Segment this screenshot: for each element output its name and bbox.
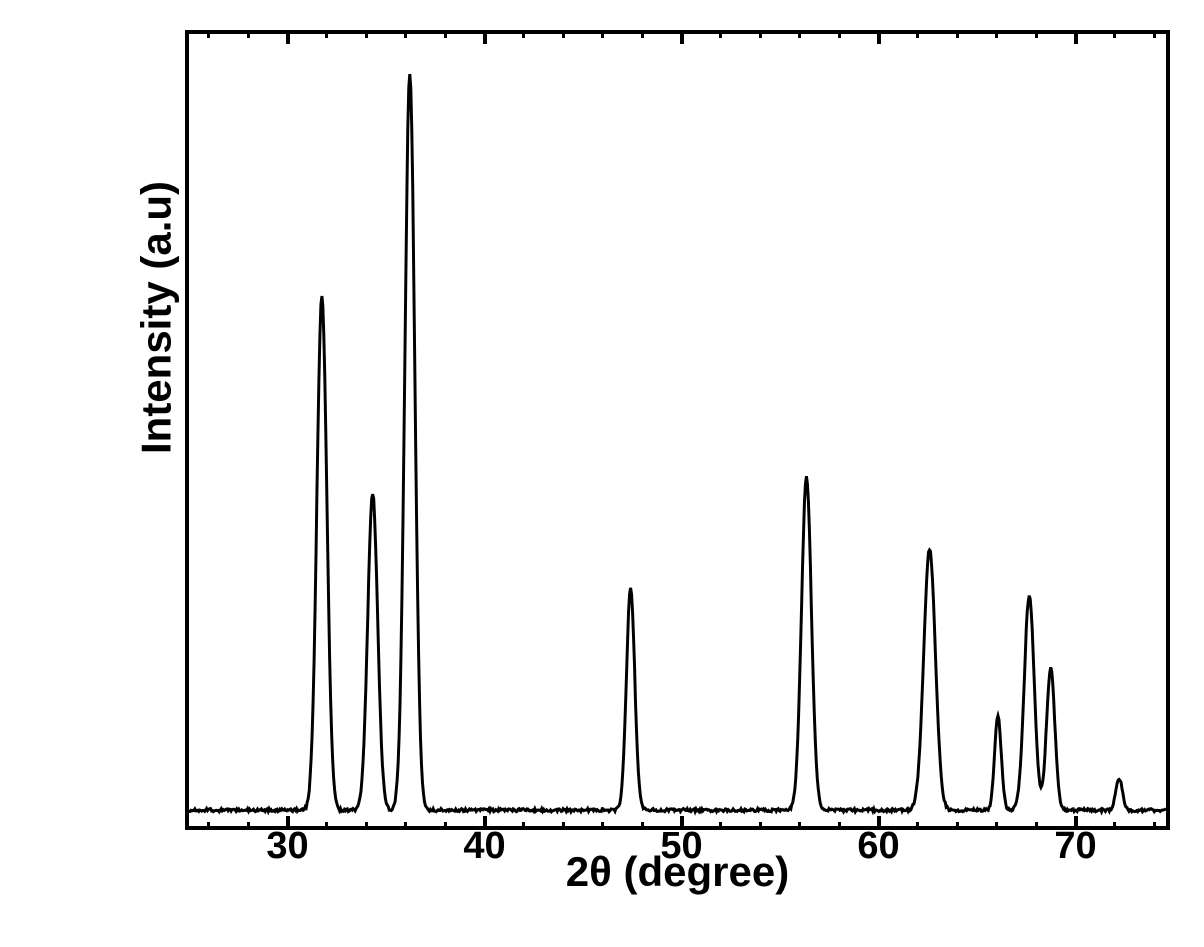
x-tick-minor (1113, 822, 1116, 830)
x-tick-minor-top (1153, 30, 1156, 38)
x-tick-minor-top (641, 30, 644, 38)
x-tick-label: 40 (463, 825, 505, 868)
x-tick-minor-top (365, 30, 368, 38)
x-tick-minor (365, 822, 368, 830)
x-tick-minor-top (838, 30, 841, 38)
x-tick-minor-top (995, 30, 998, 38)
x-tick-minor (1153, 822, 1156, 830)
x-tick-label: 50 (660, 825, 702, 868)
x-tick-minor (325, 822, 328, 830)
x-tick-major-top (680, 30, 684, 44)
xrd-chart: Intensity (a.u) 2θ (degree) 3040506070 (120, 30, 1170, 900)
x-tick-minor (838, 822, 841, 830)
x-tick-label: 70 (1054, 825, 1096, 868)
x-tick-minor-top (404, 30, 407, 38)
x-tick-minor-top (798, 30, 801, 38)
x-tick-minor (444, 822, 447, 830)
x-tick-minor-top (916, 30, 919, 38)
x-tick-minor (1035, 822, 1038, 830)
x-tick-major-top (877, 30, 881, 44)
x-tick-minor (916, 822, 919, 830)
x-tick-major-top (286, 30, 290, 44)
x-tick-label: 60 (857, 825, 899, 868)
x-tick-minor-top (522, 30, 525, 38)
plot-area: 2θ (degree) 3040506070 (185, 30, 1170, 830)
x-tick-minor-top (601, 30, 604, 38)
y-axis-label: Intensity (a.u) (133, 181, 181, 454)
x-tick-minor (404, 822, 407, 830)
x-tick-minor-top (207, 30, 210, 38)
x-tick-minor-top (444, 30, 447, 38)
x-tick-major-top (483, 30, 487, 44)
x-tick-label: 30 (266, 825, 308, 868)
x-tick-minor-top (1113, 30, 1116, 38)
x-tick-minor (719, 822, 722, 830)
x-tick-major-top (1074, 30, 1078, 44)
x-tick-minor (207, 822, 210, 830)
x-tick-minor (522, 822, 525, 830)
x-tick-minor (759, 822, 762, 830)
x-tick-minor-top (956, 30, 959, 38)
x-tick-minor (798, 822, 801, 830)
x-tick-minor (247, 822, 250, 830)
x-tick-minor-top (759, 30, 762, 38)
x-tick-minor-top (562, 30, 565, 38)
x-tick-minor-top (719, 30, 722, 38)
x-tick-minor (995, 822, 998, 830)
x-tick-minor (562, 822, 565, 830)
x-tick-minor (601, 822, 604, 830)
x-tick-minor-top (325, 30, 328, 38)
x-tick-minor (641, 822, 644, 830)
x-tick-minor-top (247, 30, 250, 38)
xrd-spectrum (189, 34, 1166, 826)
x-tick-minor-top (1035, 30, 1038, 38)
x-tick-minor (956, 822, 959, 830)
